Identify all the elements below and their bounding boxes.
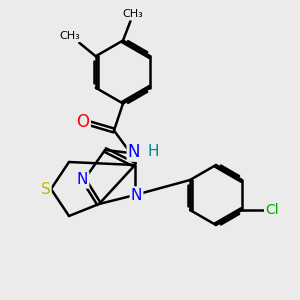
- Text: Cl: Cl: [265, 203, 279, 217]
- Text: CH₃: CH₃: [122, 9, 143, 20]
- Text: N: N: [77, 172, 88, 188]
- Text: S: S: [41, 182, 50, 196]
- Text: N: N: [128, 142, 140, 160]
- Text: CH₃: CH₃: [60, 31, 81, 41]
- Text: H: H: [147, 144, 159, 159]
- Text: N: N: [131, 188, 142, 202]
- Text: O: O: [76, 112, 90, 130]
